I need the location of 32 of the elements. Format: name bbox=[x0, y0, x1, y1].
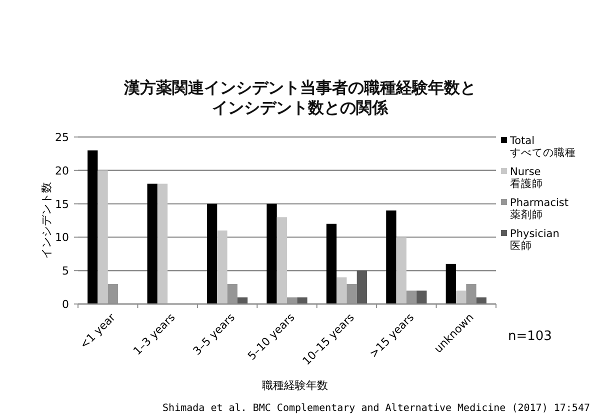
bar bbox=[217, 230, 228, 304]
y-axis-title: インシデント数 bbox=[40, 182, 53, 259]
bar bbox=[88, 150, 98, 304]
legend-label: Nurse 看護師 bbox=[510, 166, 543, 190]
chart-title: 漢方薬関連インシデント当事者の職種経験年数とインシデント数との関係 bbox=[123, 78, 476, 117]
text: n=103 bbox=[508, 329, 552, 344]
bar bbox=[356, 270, 368, 304]
bar bbox=[147, 184, 158, 304]
legend-label: Pharmacist 薬剤師 bbox=[510, 197, 568, 221]
bar bbox=[98, 170, 108, 304]
bar bbox=[396, 237, 406, 304]
bar bbox=[456, 290, 466, 304]
y-tick-label: 20 bbox=[55, 164, 69, 178]
y-tick-label: 10 bbox=[55, 231, 69, 244]
x-axis-title: 職種経験年数 bbox=[262, 379, 328, 392]
bar bbox=[386, 210, 396, 304]
bar bbox=[416, 290, 427, 304]
y-tick-label: 25 bbox=[55, 131, 69, 144]
legend-label: Total すべての職種 bbox=[509, 135, 576, 159]
bar bbox=[206, 204, 218, 304]
y-tick-label: 15 bbox=[55, 198, 69, 211]
bar bbox=[276, 217, 287, 304]
text: Shimada et al. BMC Complementary and Alternative Medicine (2017) 17:547 bbox=[162, 403, 590, 414]
y-tick-label: 0 bbox=[62, 298, 69, 311]
bar bbox=[266, 204, 277, 304]
bar bbox=[446, 264, 456, 304]
bar bbox=[297, 297, 308, 304]
bar bbox=[336, 277, 347, 304]
bar bbox=[157, 184, 168, 304]
bar bbox=[326, 224, 337, 304]
y-tick-label: 5 bbox=[62, 264, 69, 278]
legend-label: Physician 医師 bbox=[510, 228, 560, 252]
